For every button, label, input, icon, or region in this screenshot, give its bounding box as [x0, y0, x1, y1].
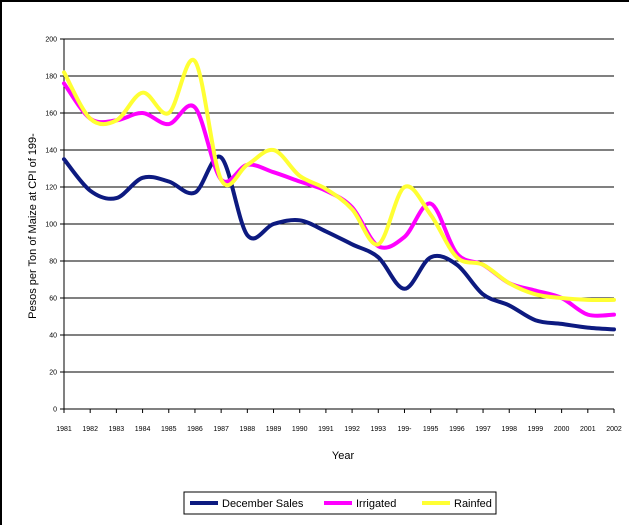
legend-item-rainfed: Rainfed: [422, 498, 492, 510]
series-line-rainfed: [62, 57, 616, 303]
x-axis-title: Year: [332, 450, 355, 462]
legend-item-december-sales: December Sales: [190, 498, 304, 510]
y-tick-label: 160: [45, 111, 57, 118]
y-tick-label: 120: [45, 185, 57, 192]
legend: December Sales Irrigated Rainfed: [183, 491, 497, 515]
y-axis-title: Pesos per Ton of Maize at CPI of 199-: [27, 133, 39, 319]
y-tick-labels: 0 20 40 60 80 100 120 140 160 180 200: [45, 37, 57, 414]
x-tick-label: 1995: [423, 426, 439, 433]
legend-item-irrigated: Irrigated: [324, 498, 396, 510]
x-tick-label: 1984: [135, 426, 151, 433]
legend-label: Rainfed: [454, 498, 492, 510]
y-tick-label: 60: [49, 296, 57, 303]
x-tick-label: 1986: [187, 426, 203, 433]
legend-label: Irrigated: [356, 498, 396, 510]
x-tick-labels: 1981 1982 1983 1984 1985 1986 1987 1988 1989 1990…: [56, 426, 622, 433]
x-tick-label: 1987: [213, 426, 229, 433]
x-tick-label: 1981: [56, 426, 72, 433]
x-tick-label: 1983: [109, 426, 125, 433]
x-tick-label: 199-: [397, 426, 412, 433]
x-tick-label: 1996: [449, 426, 465, 433]
series-line-december-sales: [62, 154, 616, 332]
x-tick-label: 2001: [580, 426, 596, 433]
x-tick-label: 1998: [501, 426, 517, 433]
x-tick-label: 1990: [292, 426, 308, 433]
y-tick-label: 0: [53, 407, 57, 414]
x-tick-label: 1988: [240, 426, 256, 433]
series-lines: [62, 57, 616, 332]
x-tick-label: 2000: [554, 426, 570, 433]
x-tick-label: 1991: [318, 426, 334, 433]
y-tick-label: 180: [45, 74, 57, 81]
y-tick-label: 140: [45, 148, 57, 155]
x-tick-label: 1997: [475, 426, 491, 433]
x-tick-label: 2002: [606, 426, 622, 433]
y-tick-label: 200: [45, 37, 57, 44]
x-tick-label: 1999: [528, 426, 544, 433]
y-tick-label: 20: [49, 370, 57, 377]
x-tick-label: 1989: [266, 426, 282, 433]
legend-label: December Sales: [222, 498, 304, 510]
y-tick-label: 80: [49, 259, 57, 266]
x-tick-label: 1985: [161, 426, 177, 433]
y-tick-label: 40: [49, 333, 57, 340]
x-tick-label: 1982: [82, 426, 98, 433]
axes: [60, 38, 615, 413]
x-tick-label: 1992: [344, 426, 360, 433]
gridlines: [64, 38, 614, 373]
x-tick-label: 1993: [370, 426, 386, 433]
y-tick-label: 100: [45, 222, 57, 229]
